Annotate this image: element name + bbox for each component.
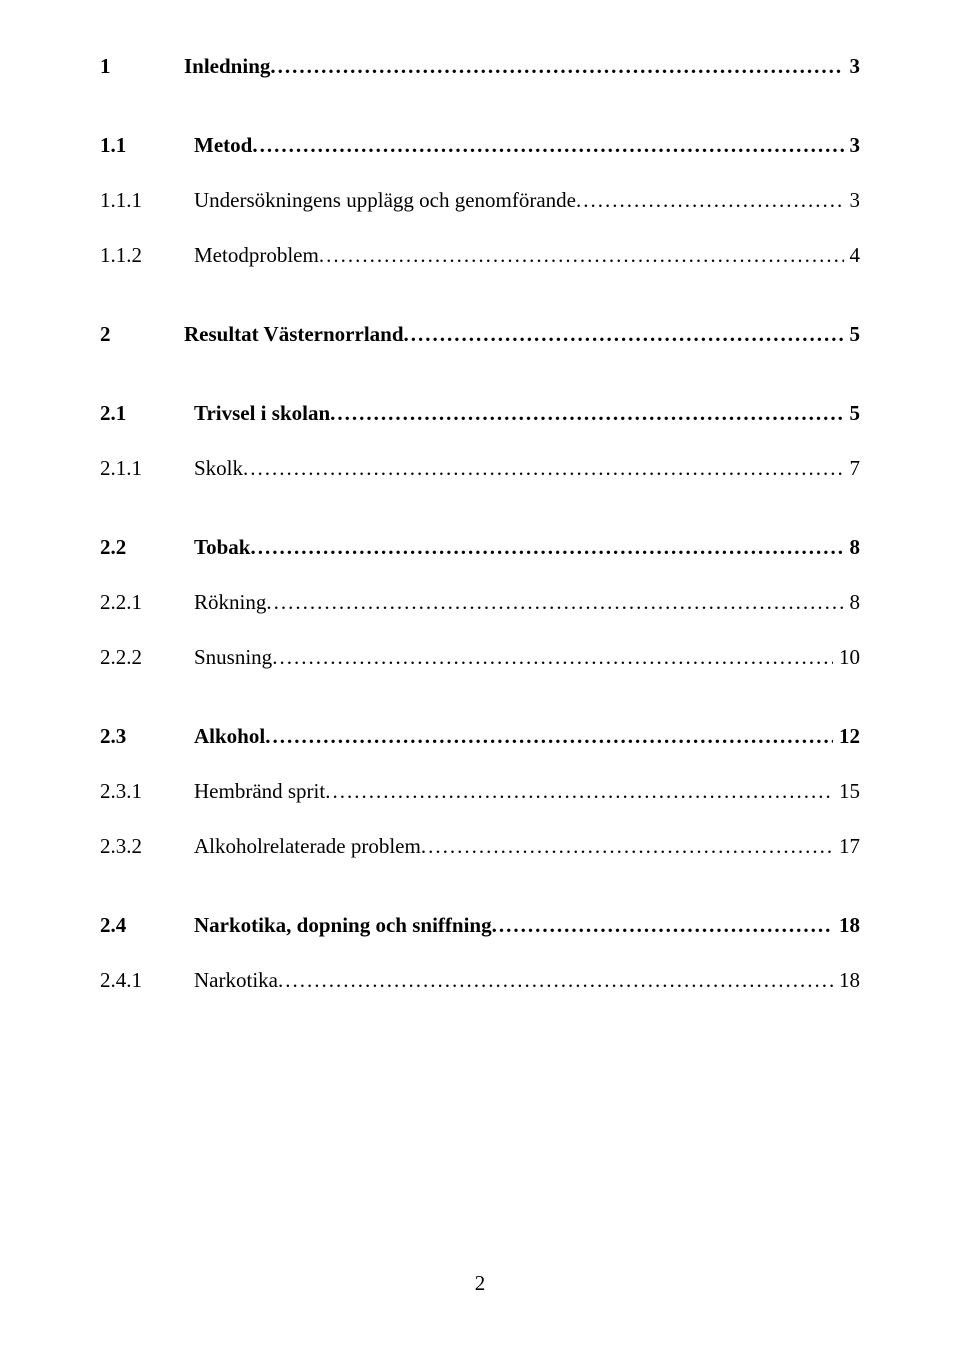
toc-entry: 2.1.1Skolk 7 [100, 456, 860, 481]
toc-entry: 2.3.1Hembränd sprit 15 [100, 779, 860, 804]
toc-entry-title: Hembränd sprit [194, 779, 325, 804]
toc-entry: 1Inledning 3 [100, 54, 860, 79]
toc-entry-page: 8 [844, 535, 861, 560]
toc-entry-number: 1 [100, 54, 184, 79]
toc-leader-dots [421, 834, 833, 859]
toc-entry-page: 4 [844, 243, 861, 268]
toc-entry-title: Rökning [194, 590, 266, 615]
toc-entry-number: 2.3.1 [100, 779, 194, 804]
toc-entry-title: Inledning [184, 54, 270, 79]
toc-entry-page: 3 [844, 54, 861, 79]
toc-entry: 2.2.2Snusning 10 [100, 645, 860, 670]
toc-entry-number: 1.1.2 [100, 243, 194, 268]
toc-entry-number: 1.1 [100, 133, 194, 158]
toc-leader-dots [492, 913, 833, 938]
toc-leader-dots [330, 401, 843, 426]
toc-entry: 2.2.1Rökning 8 [100, 590, 860, 615]
toc-leader-dots [404, 322, 844, 347]
toc-leader-dots [576, 188, 844, 213]
toc-leader-dots [325, 779, 833, 804]
toc-leader-dots [278, 968, 833, 993]
toc-entry-number: 2.4.1 [100, 968, 194, 993]
toc-entry-page: 18 [833, 968, 860, 993]
toc-entry-page: 3 [844, 133, 861, 158]
toc-leader-dots [266, 590, 843, 615]
toc-entry-number: 2.1.1 [100, 456, 194, 481]
toc-entry: 2.2Tobak 8 [100, 535, 860, 560]
toc-entry-number: 2.1 [100, 401, 194, 426]
toc-entry-number: 2.3.2 [100, 834, 194, 859]
toc-entry-page: 3 [844, 188, 861, 213]
toc-entry-page: 18 [833, 913, 860, 938]
toc-leader-dots [319, 243, 844, 268]
toc-entry-title: Skolk [194, 456, 243, 481]
toc-entry-number: 1.1.1 [100, 188, 194, 213]
toc-entry-title: Snusning [194, 645, 272, 670]
toc-entry: 2.4Narkotika, dopning och sniffning 18 [100, 913, 860, 938]
toc-entry: 2Resultat Västernorrland 5 [100, 322, 860, 347]
toc-entry: 2.3.2Alkoholrelaterade problem 17 [100, 834, 860, 859]
toc-entry-number: 2.3 [100, 724, 194, 749]
page-number: 2 [0, 1271, 960, 1296]
toc-entry-title: Alkohol [194, 724, 265, 749]
toc-leader-dots [243, 456, 843, 481]
toc-entry-title: Narkotika [194, 968, 278, 993]
toc-entry-page: 12 [833, 724, 860, 749]
toc-entry-page: 7 [844, 456, 861, 481]
document-page: 1Inledning31.1Metod31.1.1Undersökningens… [0, 0, 960, 1356]
toc-entry-page: 5 [844, 401, 861, 426]
toc-entry: 2.3Alkohol 12 [100, 724, 860, 749]
toc-entry: 1.1.1Undersökningens upplägg och genomfö… [100, 188, 860, 213]
toc-leader-dots [265, 724, 833, 749]
toc-entry-title: Narkotika, dopning och sniffning [194, 913, 492, 938]
toc-entry-page: 8 [844, 590, 861, 615]
toc-entry-number: 2.2 [100, 535, 194, 560]
toc-entry-number: 2.4 [100, 913, 194, 938]
toc-entry-number: 2 [100, 322, 184, 347]
toc-entry: 2.4.1Narkotika 18 [100, 968, 860, 993]
toc-entry-title: Metod [194, 133, 252, 158]
toc-entry-title: Resultat Västernorrland [184, 322, 404, 347]
toc-entry-title: Undersökningens upplägg och genomförande [194, 188, 576, 213]
toc-entry: 1.1Metod 3 [100, 133, 860, 158]
toc-entry-title: Alkoholrelaterade problem [194, 834, 421, 859]
toc-entry-number: 2.2.2 [100, 645, 194, 670]
table-of-contents: 1Inledning31.1Metod31.1.1Undersökningens… [100, 54, 860, 993]
toc-entry: 1.1.2Metodproblem 4 [100, 243, 860, 268]
toc-entry-title: Tobak [194, 535, 250, 560]
toc-entry-title: Trivsel i skolan [194, 401, 330, 426]
toc-leader-dots [270, 54, 843, 79]
toc-entry-page: 17 [833, 834, 860, 859]
toc-entry-page: 15 [833, 779, 860, 804]
toc-leader-dots [252, 133, 843, 158]
toc-leader-dots [250, 535, 843, 560]
toc-entry-page: 10 [833, 645, 860, 670]
toc-entry-title: Metodproblem [194, 243, 319, 268]
toc-entry-number: 2.2.1 [100, 590, 194, 615]
toc-entry-page: 5 [844, 322, 861, 347]
toc-leader-dots [272, 645, 833, 670]
toc-entry: 2.1Trivsel i skolan 5 [100, 401, 860, 426]
